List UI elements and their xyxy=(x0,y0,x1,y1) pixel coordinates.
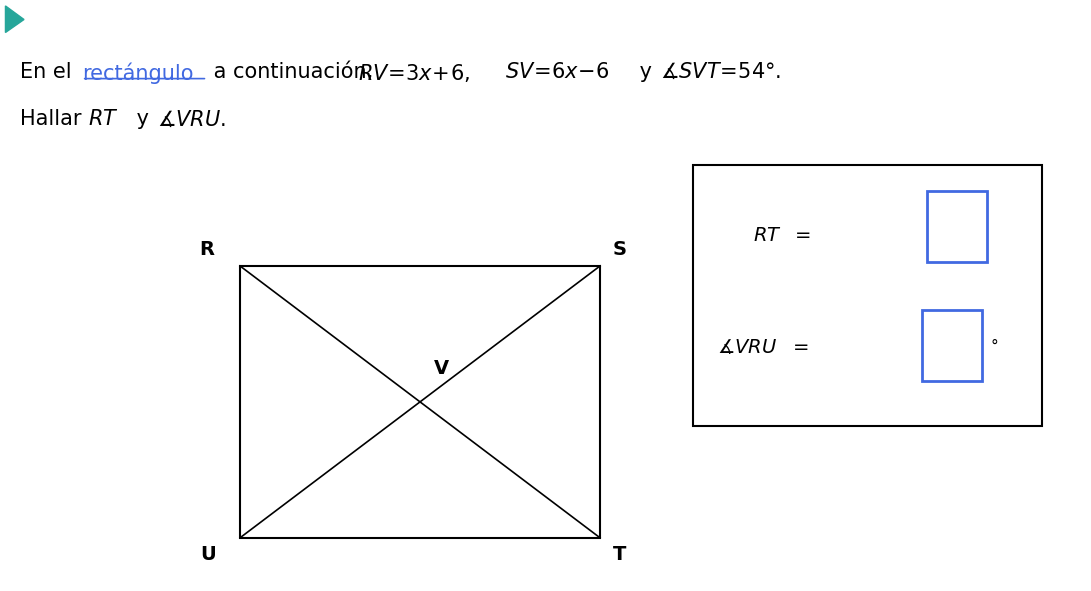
Text: a continuación,: a continuación, xyxy=(207,62,380,82)
Bar xyxy=(922,310,982,381)
Text: $\mathbf{R}$: $\mathbf{R}$ xyxy=(200,240,216,259)
Text: $\measuredangle VRU\ \ =$: $\measuredangle VRU\ \ =$ xyxy=(717,338,808,357)
Bar xyxy=(693,165,1042,426)
Text: $\mathbf{T}$: $\mathbf{T}$ xyxy=(612,545,627,564)
Bar xyxy=(240,266,600,538)
Text: $\mathbf{U}$: $\mathbf{U}$ xyxy=(200,545,216,564)
Text: rectángulo: rectángulo xyxy=(82,62,193,83)
Text: $\measuredangle VRU.$: $\measuredangle VRU.$ xyxy=(157,109,226,129)
Text: Hallar: Hallar xyxy=(20,109,87,129)
Bar xyxy=(927,191,987,262)
Text: °: ° xyxy=(991,339,998,353)
Text: $RT$: $RT$ xyxy=(88,109,119,129)
Text: $\mathbf{V}$: $\mathbf{V}$ xyxy=(433,359,451,378)
Text: y: y xyxy=(130,109,155,129)
Text: $\measuredangle SVT\!=\!54°.$: $\measuredangle SVT\!=\!54°.$ xyxy=(660,62,781,82)
Text: y: y xyxy=(633,62,658,82)
Text: $\mathbf{S}$: $\mathbf{S}$ xyxy=(612,240,626,259)
Text: $RT\ \ =$: $RT\ \ =$ xyxy=(753,226,811,245)
Polygon shape xyxy=(5,6,24,33)
Text: $SV\!=\!6x\!-\!6$: $SV\!=\!6x\!-\!6$ xyxy=(505,62,610,82)
Text: En el: En el xyxy=(20,62,77,82)
Text: $RV\!=\!3x\!+\!6,$: $RV\!=\!3x\!+\!6,$ xyxy=(358,62,470,84)
